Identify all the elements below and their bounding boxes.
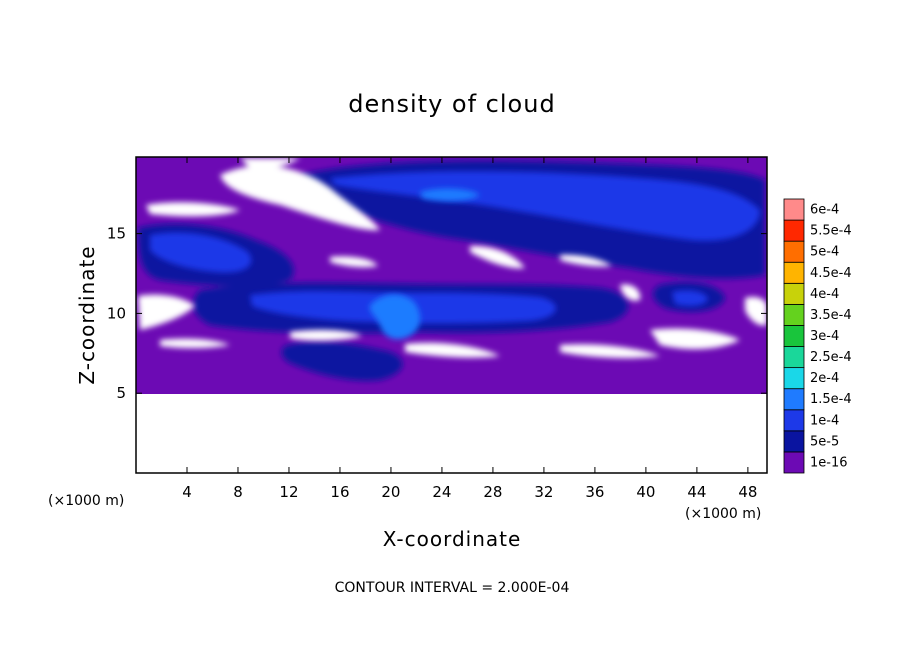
y-tick-label: 5 xyxy=(116,384,126,402)
x-tick-label: 8 xyxy=(233,483,243,501)
colorbar-label: 1e-16 xyxy=(810,455,848,470)
colorbar-label: 1e-4 xyxy=(810,413,839,428)
colorbar-label: 6e-4 xyxy=(810,203,839,218)
x-axis-label: X-coordinate xyxy=(383,527,522,551)
clear-center-streak xyxy=(405,342,500,358)
clear-right-streak xyxy=(560,344,660,359)
peak-density-regions xyxy=(369,188,480,340)
x-tick-label: 24 xyxy=(432,483,451,501)
colorbar-label: 3.5e-4 xyxy=(810,308,852,323)
colorbar-swatch xyxy=(783,346,805,369)
colorbar-swatch xyxy=(783,240,805,263)
right-mid-cloud-core xyxy=(672,290,708,307)
left-cloud-core xyxy=(150,232,252,273)
colorbar-swatch xyxy=(783,282,805,305)
colorbar-swatch xyxy=(783,388,805,411)
colorbar-labels: 1e-16 5e-5 1e-4 1.5e-4 2e-4 2.5e-4 3e-4 3.5e-4 4… xyxy=(810,203,852,471)
x-unit-label: (×1000 m) xyxy=(685,506,761,522)
clear-upper-tower xyxy=(220,165,380,231)
x-tick-label: 4 xyxy=(182,483,192,501)
clear-mid-streak xyxy=(290,329,362,341)
x-tick-label: 36 xyxy=(585,483,604,501)
colorbar-label: 4.5e-4 xyxy=(810,266,852,281)
lower-cloud-band xyxy=(281,341,403,381)
x-tick-label: 32 xyxy=(534,483,553,501)
clear-left-patch xyxy=(138,294,195,330)
clear-top-strip xyxy=(240,158,300,169)
colorbar-swatches xyxy=(783,198,805,474)
x-tick-label: 16 xyxy=(330,483,349,501)
clear-left-lower xyxy=(160,338,230,349)
colorbar-swatch xyxy=(783,451,805,474)
y-tick-label: 15 xyxy=(107,225,126,243)
upper-cloud-core xyxy=(330,171,760,241)
cloud-density-field xyxy=(136,157,767,394)
clear-streak-1 xyxy=(470,245,525,269)
contour-interval-text: CONTOUR INTERVAL = 2.000E-04 xyxy=(335,580,570,596)
colorbar-label: 3e-4 xyxy=(810,329,839,344)
colorbar-swatch xyxy=(783,219,805,242)
colorbar-swatch xyxy=(783,198,805,221)
colorbar-swatch xyxy=(783,261,805,284)
colorbar-label: 1.5e-4 xyxy=(810,392,852,407)
colorbar-label: 2e-4 xyxy=(810,371,839,386)
x-tick-label: 44 xyxy=(687,483,706,501)
x-tick-label: 20 xyxy=(381,483,400,501)
colorbar-swatch xyxy=(783,430,805,453)
clear-upper-left xyxy=(146,202,240,217)
colorbar-swatch xyxy=(783,303,805,326)
colorbar-swatch xyxy=(783,367,805,390)
x-axis-ticks: 4 8 12 16 20 24 28 32 36 40 44 48 xyxy=(182,157,757,501)
clear-streak-2 xyxy=(330,256,378,268)
clear-right-patch xyxy=(650,328,740,350)
y-tick-label: 10 xyxy=(107,304,126,322)
x-tick-label: 40 xyxy=(636,483,655,501)
clear-sky-regions xyxy=(138,158,767,359)
plot-frame xyxy=(135,156,768,474)
colorbar: 1e-16 5e-5 1e-4 1.5e-4 2e-4 2.5e-4 3e-4 3.5e-4 4… xyxy=(783,198,852,474)
colorbar-label: 4e-4 xyxy=(810,287,839,302)
y-unit-label: (×1000 m) xyxy=(48,493,124,509)
x-tick-label: 12 xyxy=(279,483,298,501)
colorbar-label: 5.5e-4 xyxy=(810,224,852,239)
colorbar-label: 2.5e-4 xyxy=(810,350,852,365)
y-axis-label: Z-coordinate xyxy=(75,245,99,384)
colorbar-label: 5e-4 xyxy=(810,245,839,260)
x-tick-label: 28 xyxy=(483,483,502,501)
clear-small-patch xyxy=(620,284,641,301)
x-tick-label: 48 xyxy=(738,483,757,501)
colorbar-swatch xyxy=(783,325,805,347)
colorbar-label: 5e-5 xyxy=(810,434,839,449)
convective-core xyxy=(369,294,421,340)
chart-title: density of cloud xyxy=(348,90,555,118)
clear-right-edge xyxy=(745,296,767,326)
y-axis-ticks: 5 10 15 xyxy=(107,225,767,402)
colorbar-swatch xyxy=(783,409,805,432)
upper-core-streak xyxy=(420,188,480,202)
clear-streak-3 xyxy=(560,254,612,267)
